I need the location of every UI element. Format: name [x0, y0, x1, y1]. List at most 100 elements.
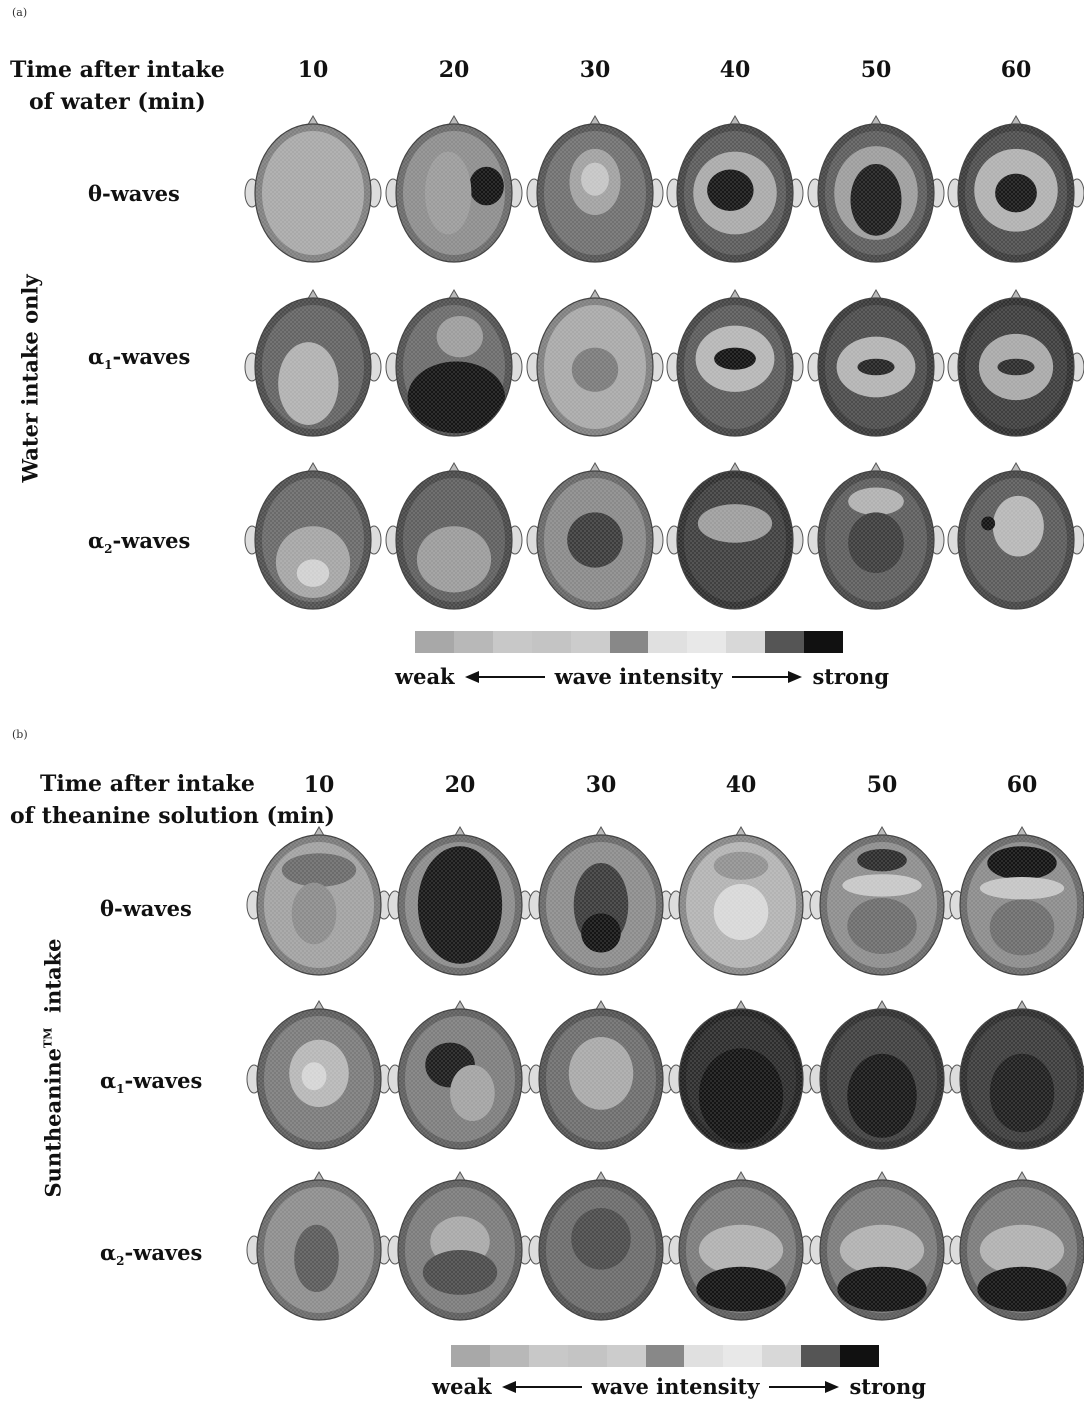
legend-swatch — [570, 631, 610, 653]
brain-topography-map — [387, 826, 533, 976]
brain-topography-map — [668, 1000, 814, 1150]
legend-strong-label: strong — [812, 664, 889, 689]
legend-swatch — [606, 1345, 646, 1367]
brain-topography-map — [809, 1000, 955, 1150]
legend-swatch — [528, 1345, 568, 1367]
brain-topography-map — [807, 462, 945, 610]
time-column-label: 60 — [1000, 57, 1032, 83]
panel-b-group-label: SuntheanineTM intake — [40, 939, 66, 1198]
brain-topography-map — [666, 115, 804, 263]
panel-a-alpha1-label: α1-waves — [88, 344, 191, 372]
time-column-label: 50 — [860, 57, 892, 83]
brain-topography-map — [949, 1000, 1084, 1150]
time-column-label: 20 — [444, 772, 476, 798]
legend-swatch — [684, 1345, 724, 1367]
brain-topography-map — [387, 1171, 533, 1321]
legend-swatch — [804, 631, 843, 653]
time-column-label: 20 — [438, 57, 470, 83]
brain-topography-map — [246, 826, 392, 976]
panel-a-legend-bar — [415, 631, 843, 653]
legend-swatch — [489, 1345, 529, 1367]
brain-topography-map — [244, 115, 382, 263]
brain-topography-map — [666, 462, 804, 610]
legend-swatch — [492, 631, 532, 653]
panel-b-alpha2-label: α2-waves — [100, 1240, 203, 1268]
group-label-brand: Suntheanine — [40, 1047, 66, 1198]
alpha2-subscript: 2 — [104, 542, 113, 556]
brain-topography-map — [528, 1000, 674, 1150]
brain-topography-map — [526, 115, 664, 263]
left-arrow-icon — [501, 1380, 582, 1394]
legend-swatch — [723, 1345, 763, 1367]
brain-topography-map — [528, 1171, 674, 1321]
legend-swatch — [840, 1345, 879, 1367]
legend-swatch — [609, 631, 649, 653]
brain-topography-map — [526, 289, 664, 437]
waves-suffix: -waves — [112, 528, 191, 553]
time-column-label: 40 — [719, 57, 751, 83]
brain-topography-map — [385, 289, 523, 437]
waves-suffix: -waves — [124, 1068, 203, 1093]
brain-topography-map — [246, 1000, 392, 1150]
legend-weak-label: weak — [432, 1374, 492, 1399]
legend-swatch — [765, 631, 805, 653]
alpha-symbol: α — [88, 344, 105, 369]
left-arrow-icon — [464, 670, 545, 684]
panel-b-label: (b) — [12, 728, 28, 741]
alpha-symbol: α — [100, 1240, 117, 1265]
alpha1-subscript: 1 — [104, 358, 113, 372]
legend-swatch — [648, 631, 688, 653]
brain-topography-map — [387, 1000, 533, 1150]
trademark-superscript: TM — [41, 1027, 55, 1048]
group-label-suffix: intake — [40, 938, 66, 1013]
panel-b-time-label-line1: Time after intake — [40, 771, 255, 797]
brain-topography-map — [244, 289, 382, 437]
legend-middle-label: wave intensity — [554, 664, 723, 689]
alpha1-subscript: 1 — [116, 1082, 125, 1096]
time-column-label: 40 — [725, 772, 757, 798]
panel-b-time-label: Time after intake of theanine solution (… — [10, 768, 335, 832]
legend-swatch — [801, 1345, 841, 1367]
brain-topography-map — [385, 115, 523, 263]
waves-suffix: -waves — [112, 344, 191, 369]
legend-swatch — [567, 1345, 607, 1367]
brain-topography-map — [947, 462, 1084, 610]
panel-a-theta-label: θ-waves — [88, 181, 180, 206]
brain-topography-map — [807, 115, 945, 263]
brain-topography-map — [385, 462, 523, 610]
brain-topography-map — [809, 826, 955, 976]
legend-swatch — [451, 1345, 490, 1367]
brain-topography-map — [244, 462, 382, 610]
panel-a-time-label: Time after intake of water (min) — [10, 54, 225, 118]
panel-b-theta-text: θ-waves — [100, 896, 192, 921]
brain-topography-map — [246, 1171, 392, 1321]
panel-a-time-label-line2: of water (min) — [28, 89, 206, 115]
panel-a-group-label: Water intake only — [17, 274, 43, 483]
legend-swatch — [762, 1345, 802, 1367]
panel-a-time-label-line1: Time after intake — [10, 57, 225, 83]
panel-b-alpha1-label: α1-waves — [100, 1068, 203, 1096]
brain-topography-map — [809, 1171, 955, 1321]
panel-b-theta-label: θ-waves — [100, 896, 192, 921]
panel-a-alpha2-label: α2-waves — [88, 528, 191, 556]
time-column-label: 60 — [1006, 772, 1038, 798]
panel-a-label: (a) — [12, 6, 28, 19]
time-column-label: 10 — [297, 57, 329, 83]
brain-topography-map — [947, 289, 1084, 437]
time-column-label: 30 — [579, 57, 611, 83]
legend-swatch — [645, 1345, 685, 1367]
brain-topography-map — [807, 289, 945, 437]
legend-swatch — [531, 631, 571, 653]
panel-a-theta-text: θ-waves — [88, 181, 180, 206]
alpha2-subscript: 2 — [116, 1254, 125, 1268]
legend-swatch — [415, 631, 454, 653]
brain-topography-map — [668, 1171, 814, 1321]
legend-weak-label: weak — [395, 664, 455, 689]
legend-middle-label: wave intensity — [591, 1374, 760, 1399]
waves-suffix: -waves — [124, 1240, 203, 1265]
brain-topography-map — [666, 289, 804, 437]
brain-topography-map — [949, 826, 1084, 976]
legend-strong-label: strong — [849, 1374, 926, 1399]
panel-b-legend-bar — [451, 1345, 879, 1367]
right-arrow-icon — [769, 1380, 840, 1394]
